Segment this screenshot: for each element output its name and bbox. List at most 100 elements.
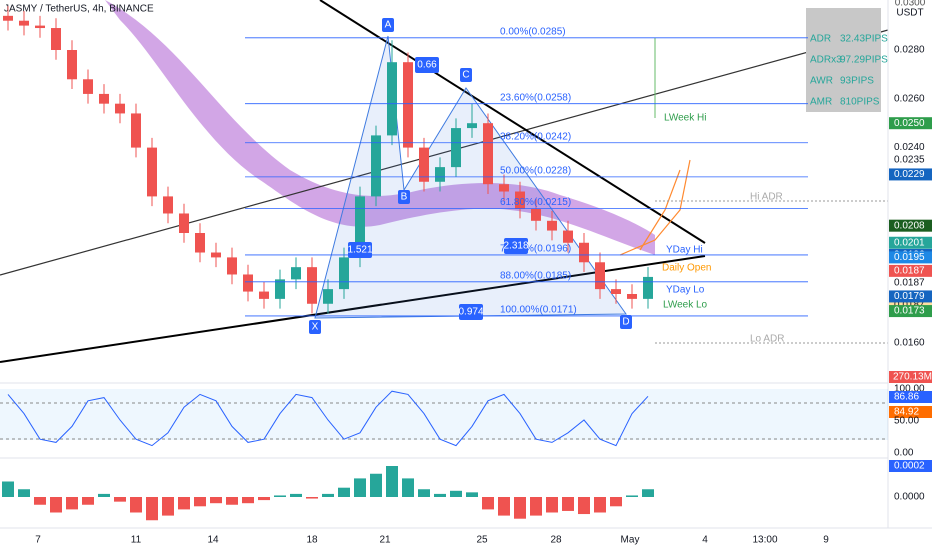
- level-label: Daily Open: [662, 263, 711, 274]
- fib-label: 23.60%(0.0258): [500, 92, 571, 103]
- candle-body: [611, 289, 621, 294]
- ratio-box: [415, 57, 439, 73]
- stat-value: 32.43PIPS: [840, 34, 888, 45]
- macd-axis-label: 0.0000: [894, 492, 925, 503]
- macd-bar: [226, 497, 238, 505]
- candle-body: [531, 208, 541, 221]
- candle-body: [403, 62, 413, 148]
- price-tag-label: 0.0173: [894, 306, 925, 317]
- candle-body: [275, 279, 285, 299]
- macd-bar: [34, 497, 46, 505]
- fib-label: 88.00%(0.0185): [500, 270, 571, 281]
- stoch-axis-label: 100.00: [894, 384, 925, 395]
- price-tag: [889, 276, 932, 289]
- candle-body: [195, 233, 205, 253]
- volume-tag-label: 270.13M: [893, 372, 932, 383]
- date-label: 18: [306, 535, 318, 546]
- price-tag: [889, 117, 932, 130]
- macd-bar: [514, 497, 526, 519]
- pattern-point: [460, 68, 472, 82]
- price-tag: [889, 219, 932, 232]
- macd-bar: [418, 489, 430, 497]
- level-label: Hi ADR: [750, 192, 783, 203]
- stoch-axis-label: 86.86: [894, 392, 919, 403]
- date-label: 4: [702, 535, 708, 546]
- macd-bar: [338, 487, 350, 497]
- macd-bar: [194, 497, 206, 507]
- macd-bar: [626, 495, 638, 497]
- macd-bar: [578, 497, 590, 515]
- candle-body: [419, 147, 429, 182]
- candle-body: [387, 62, 397, 136]
- ratio-label: 0.66: [417, 60, 437, 71]
- price-tag-label: 0.0229: [894, 169, 925, 180]
- level-label: YDay Hi: [666, 245, 703, 256]
- price-tag: [889, 236, 932, 249]
- trendline: [0, 255, 706, 363]
- stat-value: 93PIPS: [840, 76, 874, 87]
- candle-body: [227, 257, 237, 275]
- price-tag-label: 0.0179: [894, 291, 925, 302]
- level-label: YDay Lo: [666, 285, 705, 296]
- candle-body: [467, 123, 477, 129]
- fib-label: 38.20%(0.0242): [500, 131, 571, 142]
- price-tick-label: 0.0160: [894, 337, 925, 348]
- price-tag: [889, 168, 932, 181]
- ratio-box: [504, 238, 528, 254]
- candle-body: [51, 28, 61, 50]
- candle-body: [627, 294, 637, 299]
- macd-bar: [82, 497, 94, 505]
- stat-value: 97.29PIPS: [840, 55, 888, 66]
- fib-label: 61.80%(0.0215): [500, 197, 571, 208]
- macd-bar: [306, 497, 318, 499]
- macd-bar: [274, 495, 286, 497]
- stoch-axis-label: 0.00: [894, 448, 914, 459]
- ma-band: [105, 0, 655, 255]
- price-tag: [889, 305, 932, 318]
- date-label: 14: [207, 535, 219, 546]
- price-tag-label: 0.0187: [894, 278, 925, 289]
- date-label: 7: [35, 535, 41, 546]
- candle-body: [499, 184, 509, 192]
- candle-body: [83, 79, 93, 94]
- stat-name: ADR: [810, 34, 831, 45]
- macd-bar: [50, 497, 62, 513]
- macd-bar: [354, 478, 366, 497]
- macd-bar: [466, 492, 478, 497]
- price-tag-label: 0.0187: [894, 266, 925, 277]
- fib-label: 78.60%(0.0196): [500, 244, 571, 255]
- candle-body: [515, 191, 525, 209]
- macd-bar: [290, 493, 302, 497]
- candle-body: [131, 113, 141, 148]
- price-tag: [889, 264, 932, 277]
- top-price: 0.0300: [895, 0, 926, 9]
- candle-body: [547, 220, 557, 231]
- candle-body: [291, 267, 301, 280]
- candle-body: [563, 230, 573, 243]
- macd-bar: [66, 497, 78, 510]
- macd-bar: [114, 497, 126, 502]
- macd-bar: [530, 497, 542, 516]
- macd-axis-label: 0.0002: [894, 461, 925, 472]
- price-tag-label: 0.0187: [894, 300, 925, 311]
- price-tag-label: 0.0208: [894, 220, 925, 231]
- macd-bar: [178, 497, 190, 510]
- pattern-point-label: D: [622, 317, 629, 328]
- candle-body: [115, 103, 125, 114]
- macd-bar: [18, 489, 30, 497]
- candle-body: [67, 50, 77, 80]
- macd-bar: [610, 497, 622, 507]
- ratio-label: 0.974: [458, 307, 483, 318]
- date-label: 11: [131, 535, 142, 546]
- date-label: 21: [379, 535, 391, 546]
- macd-bar: [498, 497, 510, 516]
- macd-bar: [162, 497, 174, 516]
- ratio-box: [459, 304, 483, 320]
- price-tag-label: 0.0201: [894, 237, 925, 248]
- stoch-axis-label: 50.00: [894, 416, 919, 427]
- macd-bar: [146, 497, 158, 521]
- price-tag: [889, 290, 932, 303]
- stat-name: AWR: [810, 76, 833, 87]
- candle-body: [483, 123, 493, 185]
- candle-body: [371, 135, 381, 197]
